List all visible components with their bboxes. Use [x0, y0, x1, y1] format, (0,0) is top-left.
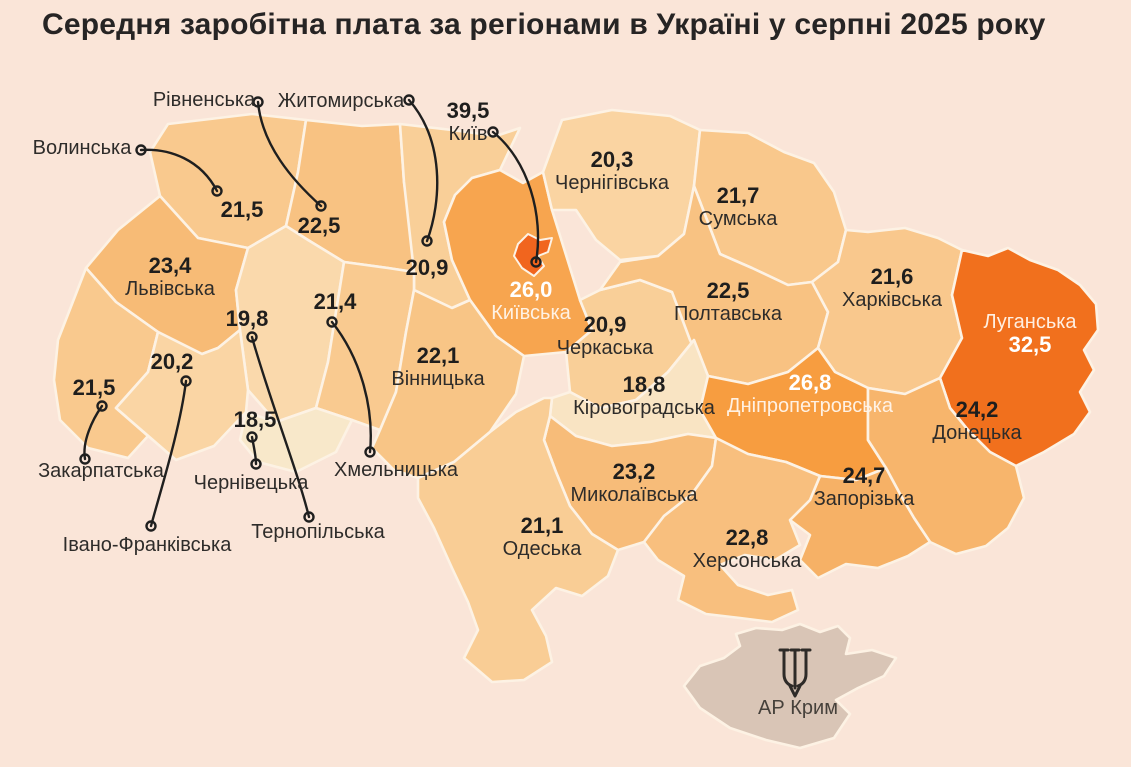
leader-dot	[303, 511, 315, 523]
leader-dot	[145, 520, 157, 532]
region-zakarpattia	[52, 266, 160, 460]
leader-dot	[403, 94, 415, 106]
region-chernivtsi	[238, 406, 354, 474]
leader-dot	[79, 453, 91, 465]
region-chernihiv	[541, 108, 702, 262]
leader-line	[250, 335, 311, 519]
leader-dot	[315, 200, 327, 212]
leader-line	[250, 435, 258, 466]
leader-line	[407, 98, 439, 243]
leader-dot	[246, 431, 258, 443]
leader-dot	[530, 256, 542, 268]
leader-dot	[211, 185, 223, 197]
leader-line	[330, 320, 372, 454]
leader-dot	[96, 400, 108, 412]
leader-dot	[487, 126, 499, 138]
region-kherson	[642, 436, 822, 624]
trident-icon	[778, 648, 812, 698]
leader-dot	[326, 316, 338, 328]
leader-dot	[364, 446, 376, 458]
leader-dot	[421, 235, 433, 247]
leader-line	[139, 148, 219, 193]
leader-dot	[250, 458, 262, 470]
region-zaporizhzhia	[788, 466, 932, 580]
region-odesa	[416, 396, 620, 684]
leader-dot	[252, 96, 264, 108]
leader-dot	[246, 331, 258, 343]
leader-line	[149, 379, 188, 528]
page-title: Середня заробітна плата за регіонами в У…	[42, 8, 1046, 41]
leader-lines-layer	[79, 94, 542, 532]
regions-layer	[52, 108, 1100, 750]
leader-dot	[180, 375, 192, 387]
region-ivano_frankivsk	[114, 328, 250, 462]
leader-line	[491, 130, 540, 264]
leader-dot	[135, 144, 147, 156]
leader-line	[256, 100, 323, 208]
